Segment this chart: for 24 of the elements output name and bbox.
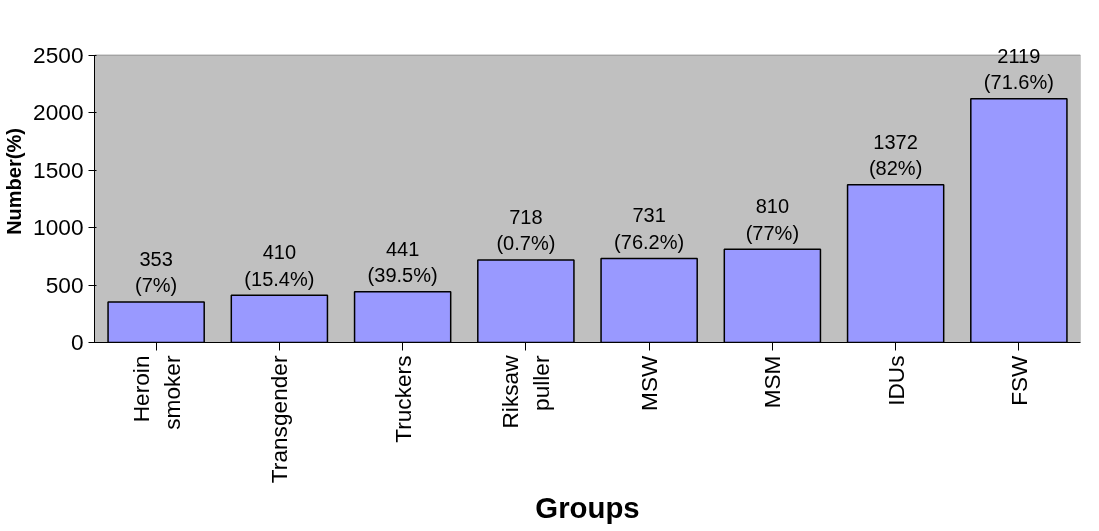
x-tick-label: Riksaw puller	[497, 354, 555, 429]
x-axis-title: Groups	[535, 491, 640, 525]
y-axis-title: Number(%)	[3, 128, 26, 235]
x-tick-label: MSW	[636, 354, 663, 411]
data-label: 2119 (71.6%)	[983, 44, 1054, 94]
y-tick-label: 0	[70, 329, 84, 355]
y-tick-label: 1500	[33, 156, 84, 183]
x-tick-label: Transgender	[266, 355, 293, 484]
x-tick-label: Truckers	[389, 355, 416, 443]
y-tick-label: 2500	[33, 41, 84, 68]
data-label: 1372 (82%)	[868, 130, 923, 179]
x-tick-label: FSW	[1005, 354, 1032, 406]
data-label: 718 (0.7%)	[496, 205, 556, 255]
x-tick-label: Heroin smoker	[127, 355, 185, 430]
x-tick-label: MSM	[759, 355, 786, 409]
y-tick-label: 1000	[33, 214, 84, 240]
y-tick-label: 2000	[33, 99, 84, 125]
data-label: 410 (15.4%)	[244, 241, 315, 290]
data-label: 810 (77%)	[745, 195, 800, 244]
data-label: 441 (39.5%)	[367, 237, 438, 287]
x-tick-label: IDUs	[882, 355, 909, 406]
data-label: 731 (76.2%)	[614, 204, 685, 253]
data-label: 353 (7%)	[135, 247, 178, 297]
y-tick-label: 500	[45, 271, 84, 298]
